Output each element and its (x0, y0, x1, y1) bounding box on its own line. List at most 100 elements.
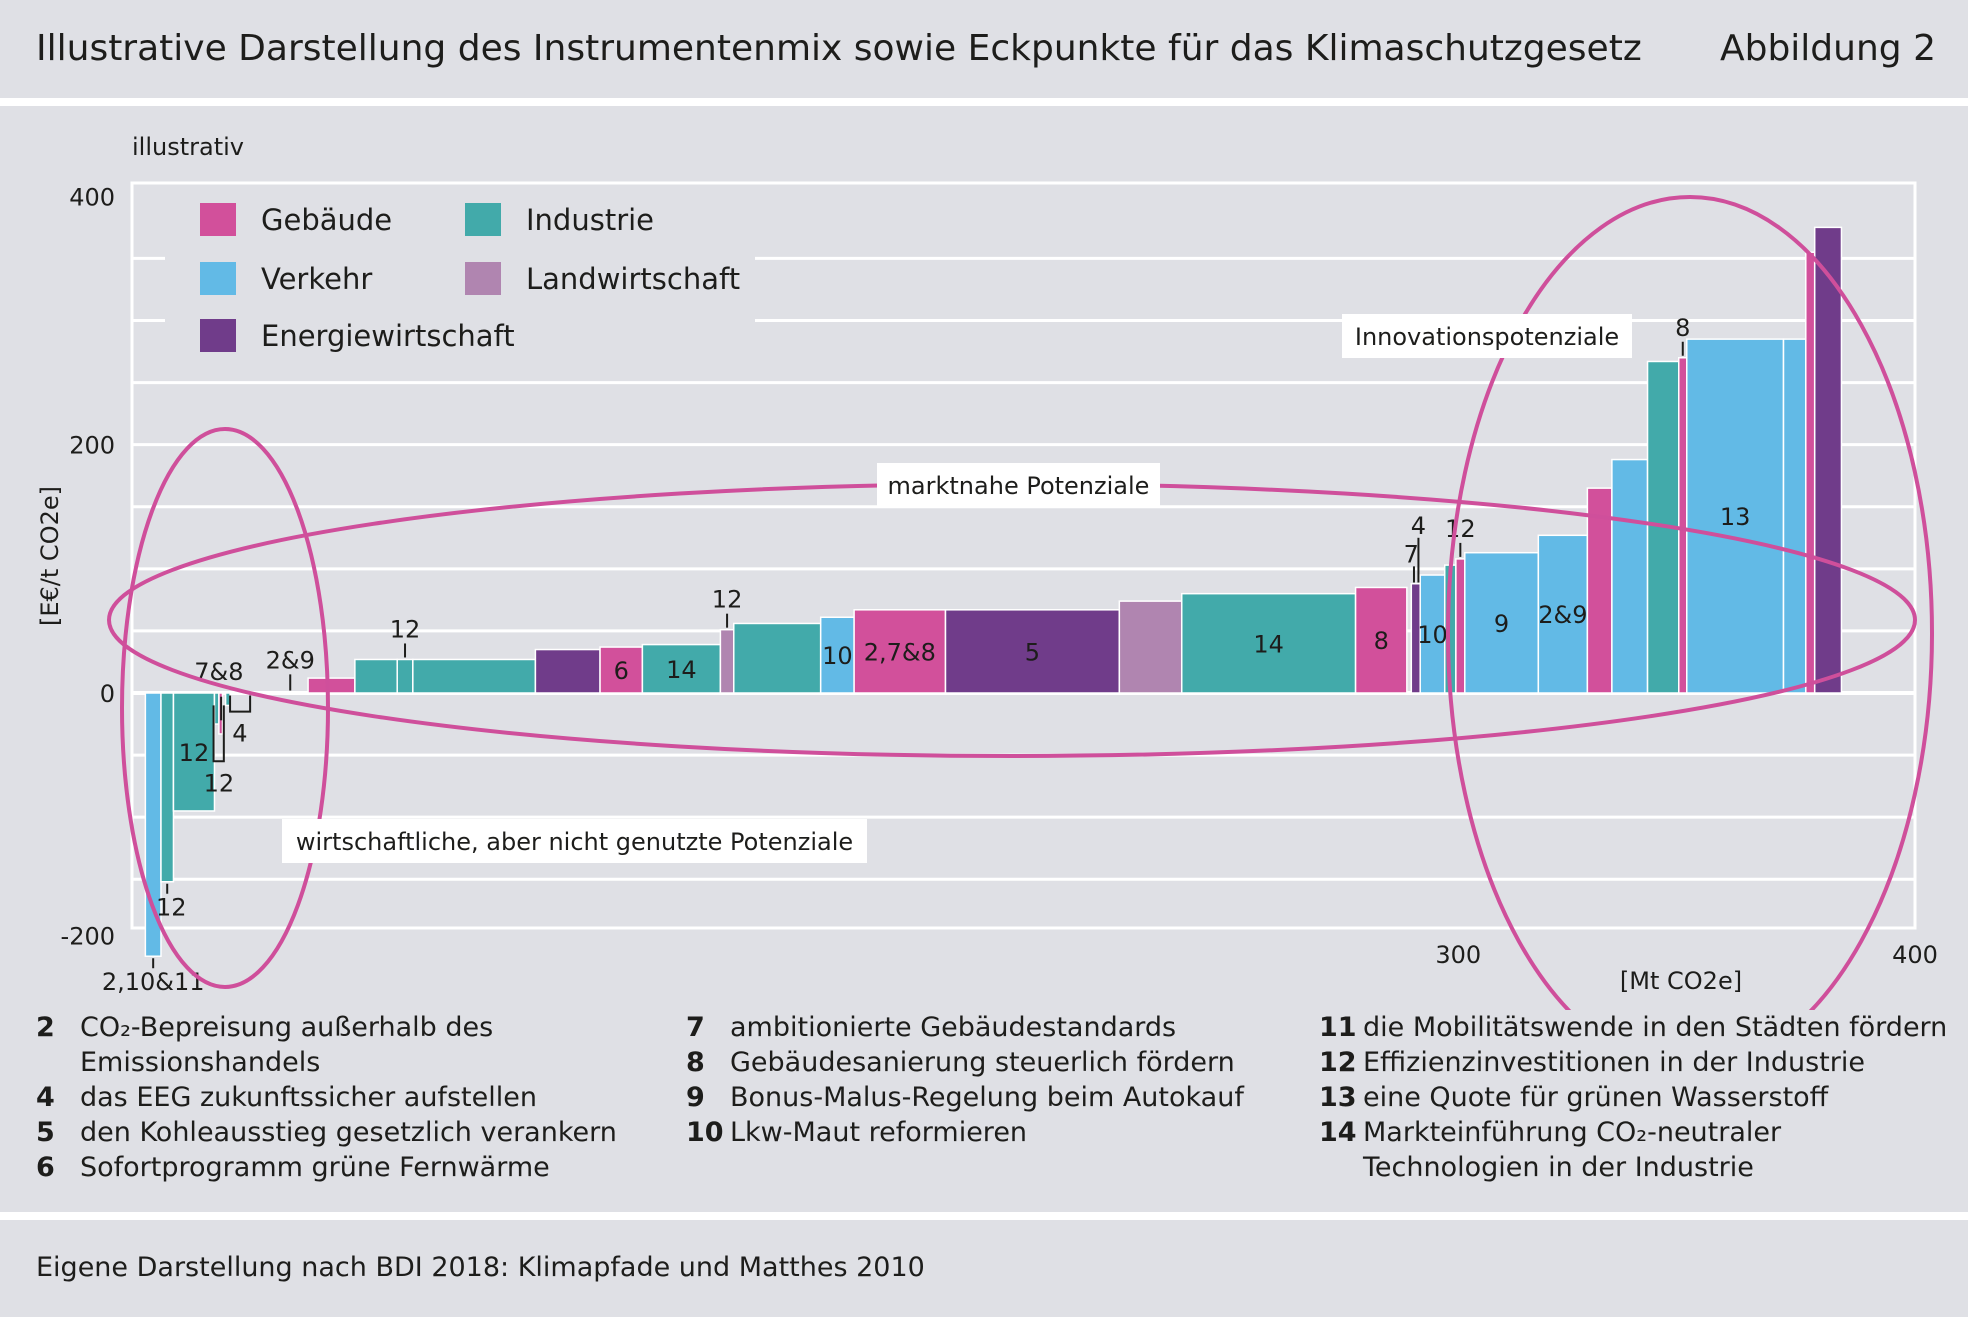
y-tick-label: 0 (100, 680, 115, 708)
bar-30 (1678, 357, 1688, 694)
note-item: 10 Lkw-Maut reformieren (686, 1115, 1244, 1150)
figure-title: Illustrative Darstellung des Instrumente… (36, 28, 1642, 69)
bar-label: 9 (1494, 610, 1509, 638)
bar-label: 6 (614, 657, 629, 685)
legend-swatch-2 (200, 262, 236, 295)
bar-label: 12 (712, 586, 743, 614)
note-number (36, 1045, 80, 1080)
chart: Gebäude Industrie Verkehr Landwirtschaft Ene… (36, 133, 1938, 1010)
bar-18 (1118, 600, 1183, 694)
note-item: 4 das EEG zukunftssicher aufstellen (36, 1080, 617, 1115)
bar-label: 2&9 (266, 646, 315, 674)
bar-16 (853, 609, 947, 694)
annotation-marktnahe-box (877, 463, 1160, 507)
y-tick-label: 400 (69, 183, 115, 211)
note-text: CO₂-Bepreisung außerhalb des (80, 1012, 494, 1043)
divider-top (0, 98, 1968, 106)
bar-20 (1354, 586, 1408, 694)
header: Illustrative Darstellung des Instrumente… (0, 0, 1968, 98)
bar-12 (641, 643, 722, 694)
note-number: 14 (1319, 1117, 1357, 1148)
x-axis-label: [Mt CO2e] (1620, 967, 1742, 995)
bar-label: 12 (1445, 515, 1476, 543)
annotation-innovation-box (1342, 314, 1632, 358)
note-text: Lkw-Maut reformieren (730, 1117, 1028, 1148)
note-number: 6 (36, 1152, 55, 1183)
plot-frame (130, 181, 1917, 930)
bar-label: 8 (1374, 627, 1389, 655)
legend: Gebäude Industrie Verkehr Landwirtschaft Ene… (165, 186, 755, 353)
bar-33 (1805, 251, 1816, 694)
annotations: marktnahe Potenziale Innovationspotenzial… (282, 314, 1632, 863)
note-text: eine Quote für grünen Wasserstoff (1363, 1082, 1829, 1113)
legend-label: Landwirtschaft (526, 262, 740, 296)
note-item: 6 Sofortprogramm grüne Fernwärme (36, 1150, 617, 1185)
bar-label: 12 (156, 894, 187, 922)
bar-9 (412, 658, 537, 694)
note-number: 2 (36, 1012, 55, 1043)
note-number: 9 (686, 1082, 705, 1113)
legend-swatch-1 (465, 203, 501, 236)
bar-2 (172, 692, 216, 812)
note-number: 13 (1319, 1082, 1357, 1113)
bar-label: 12 (390, 615, 421, 643)
divider-bottom (0, 1212, 1968, 1220)
y-tick-label: -200 (61, 922, 115, 950)
note-number: 8 (686, 1047, 705, 1078)
bar-label: 10 (1417, 621, 1448, 649)
footnotes-col-1: 2 CO₂-Bepreisung außerhalb des Emissionsh… (36, 1010, 617, 1185)
legend-background (165, 186, 755, 344)
bar-15 (819, 616, 855, 694)
note-text: Technologien in der Industrie (1363, 1152, 1754, 1183)
note-text: Gebäudesanierung steuerlich fördern (730, 1047, 1235, 1078)
note-item: 7 ambitionierte Gebäudestandards (686, 1010, 1244, 1045)
y-tick-label: 200 (69, 432, 115, 460)
note-number: 11 (1319, 1012, 1357, 1043)
footnotes-col-3: 11 die Mobilitätswende in den Städten för… (1319, 1010, 1947, 1185)
x-tick-label: 300 (1435, 941, 1481, 969)
note-text: den Kohleausstieg gesetzlich verankern (80, 1117, 617, 1148)
figure-label: Abbildung 2 (1719, 28, 1936, 69)
legend-label: Verkehr (261, 262, 372, 296)
bar-label: 12 (204, 769, 235, 797)
note-text: Bonus-Malus-Regelung beim Autokauf (730, 1082, 1244, 1113)
legend-label: Industrie (526, 203, 654, 237)
bar-28 (1611, 458, 1649, 694)
legend-swatch-4 (200, 319, 236, 352)
bar-label: 7 (1404, 540, 1419, 568)
bar-label: 10 (822, 642, 853, 670)
bar-7 (354, 658, 398, 694)
chart-note: illustrativ (132, 133, 244, 161)
note-text: Markteinführung CO₂-neutraler (1363, 1117, 1782, 1148)
note-item: 14 Markteinführung CO₂-neutraler (1319, 1115, 1947, 1150)
note-text: die Mobilitätswende in den Städten förde… (1363, 1012, 1948, 1043)
bars (144, 226, 1843, 957)
bar-32 (1782, 338, 1807, 694)
note-number: 10 (686, 1117, 724, 1148)
bar-label: 14 (666, 656, 697, 684)
note-item: 13 eine Quote für grünen Wasserstoff (1319, 1080, 1947, 1115)
note-item: 9 Bonus-Malus-Regelung beim Autokauf (686, 1080, 1244, 1115)
bar-label: 2,10&11 (102, 968, 205, 996)
bar-34 (1813, 226, 1843, 694)
legend-label: Energiewirtschaft (261, 319, 515, 353)
bar-6 (307, 677, 356, 694)
bar-24 (1455, 558, 1466, 694)
footnotes-col-2: 7 ambitionierte Gebäudestandards 8 Gebäude… (686, 1010, 1244, 1150)
bar-13 (719, 628, 735, 694)
annotation-unused-box (282, 819, 867, 863)
bar-label: 13 (1720, 503, 1751, 531)
note-item: Technologien in der Industrie (1319, 1150, 1947, 1185)
source-note: Eigene Darstellung nach BDI 2018: Klimap… (36, 1252, 925, 1283)
bar-14 (733, 622, 822, 694)
note-number: 5 (36, 1117, 55, 1148)
note-text: Sofortprogramm grüne Fernwärme (80, 1152, 550, 1183)
bar-label: 12 (179, 739, 210, 767)
note-number: 4 (36, 1082, 55, 1113)
legend-swatch-3 (465, 262, 501, 295)
bar-label: 4 (232, 720, 247, 748)
bar-label: 2&9 (1538, 601, 1587, 629)
annotation-innovation: Innovationspotenziale (1355, 323, 1619, 351)
note-item: Emissionshandels (36, 1045, 617, 1080)
